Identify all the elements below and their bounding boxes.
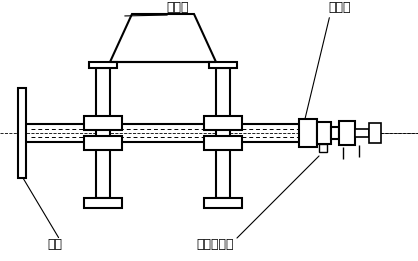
Text: 侧板: 侧板 xyxy=(48,238,63,251)
Bar xyxy=(84,136,122,150)
Bar xyxy=(204,116,242,130)
Bar xyxy=(299,119,317,147)
Bar xyxy=(339,121,355,145)
Bar xyxy=(18,88,26,178)
Bar xyxy=(216,68,230,198)
Text: 旋转管接头: 旋转管接头 xyxy=(196,238,234,251)
Bar xyxy=(89,62,117,68)
Bar xyxy=(209,62,237,68)
Polygon shape xyxy=(110,14,216,62)
Bar xyxy=(204,198,242,208)
Text: 空心轴: 空心轴 xyxy=(329,1,351,14)
Bar xyxy=(84,116,122,130)
Bar xyxy=(204,136,242,150)
Bar xyxy=(96,68,110,198)
Bar xyxy=(317,122,331,144)
Bar xyxy=(331,127,339,139)
Bar xyxy=(369,123,381,143)
Bar xyxy=(319,144,327,152)
Text: 轴承箱: 轴承箱 xyxy=(167,1,189,14)
Bar xyxy=(84,198,122,208)
Bar xyxy=(355,129,369,137)
